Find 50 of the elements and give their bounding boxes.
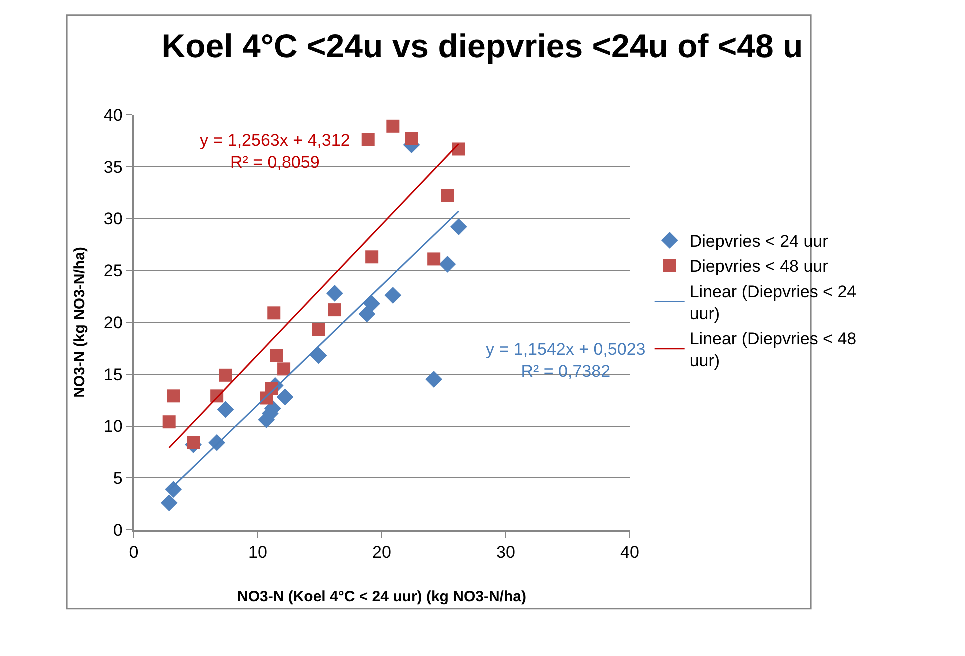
point	[441, 189, 454, 202]
point	[312, 323, 326, 336]
point	[358, 306, 376, 323]
point	[270, 349, 284, 362]
point	[310, 347, 328, 364]
point	[452, 142, 466, 156]
y-axis-title: NO3-N (kg NO3-N/ha)	[72, 247, 89, 398]
point	[450, 218, 468, 236]
point	[162, 416, 176, 429]
x-axis-title: NO3-N (Koel 4°C < 24 uur) (kg NO3-N/ha)	[238, 588, 526, 606]
y-tick-label: 0	[113, 520, 123, 540]
annotation: y = 1,2563x + 4,312 R² = 0,8059	[200, 131, 350, 172]
point	[386, 120, 400, 133]
y-tick-label: 15	[104, 365, 123, 384]
point	[428, 252, 441, 266]
point	[362, 133, 375, 146]
point	[328, 304, 342, 317]
y-tick-label: 40	[104, 106, 123, 125]
y-tick-label: 10	[104, 417, 123, 436]
point	[366, 250, 379, 264]
point	[426, 371, 443, 388]
point	[278, 362, 291, 376]
point	[217, 401, 234, 418]
x-tick-label: 10	[248, 543, 268, 562]
point	[276, 388, 294, 406]
x-tick-label: 40	[620, 543, 640, 562]
legend-label: Linear (Diepvries < 48 uur)	[690, 329, 857, 371]
x-tick-label: 20	[372, 543, 392, 562]
y-tick-label: 30	[104, 210, 123, 229]
y-tick-label: 20	[104, 313, 123, 332]
point	[160, 494, 178, 512]
point	[364, 295, 381, 312]
point	[219, 368, 232, 382]
chart-title: Koel 4°C <24u vs diepvries <24u of <48 u	[162, 27, 804, 64]
x-tick-label: 30	[496, 543, 516, 562]
point	[326, 285, 344, 302]
point	[167, 390, 180, 403]
legend-label: Linear (Diepvries < 24 uur)	[690, 282, 857, 324]
point	[165, 481, 182, 498]
x-tick-label: 0	[129, 543, 139, 562]
y-tick-label: 25	[104, 262, 123, 281]
point	[187, 436, 200, 450]
point	[405, 132, 418, 146]
point	[439, 256, 456, 273]
y-tick-label: 35	[104, 158, 123, 177]
legend-label: Diepvries < 24 uur	[690, 232, 829, 252]
legend-label: Diepvries < 48 uur	[690, 257, 829, 276]
point	[268, 306, 281, 320]
point	[384, 287, 402, 304]
y-tick-label: 5	[113, 469, 123, 488]
